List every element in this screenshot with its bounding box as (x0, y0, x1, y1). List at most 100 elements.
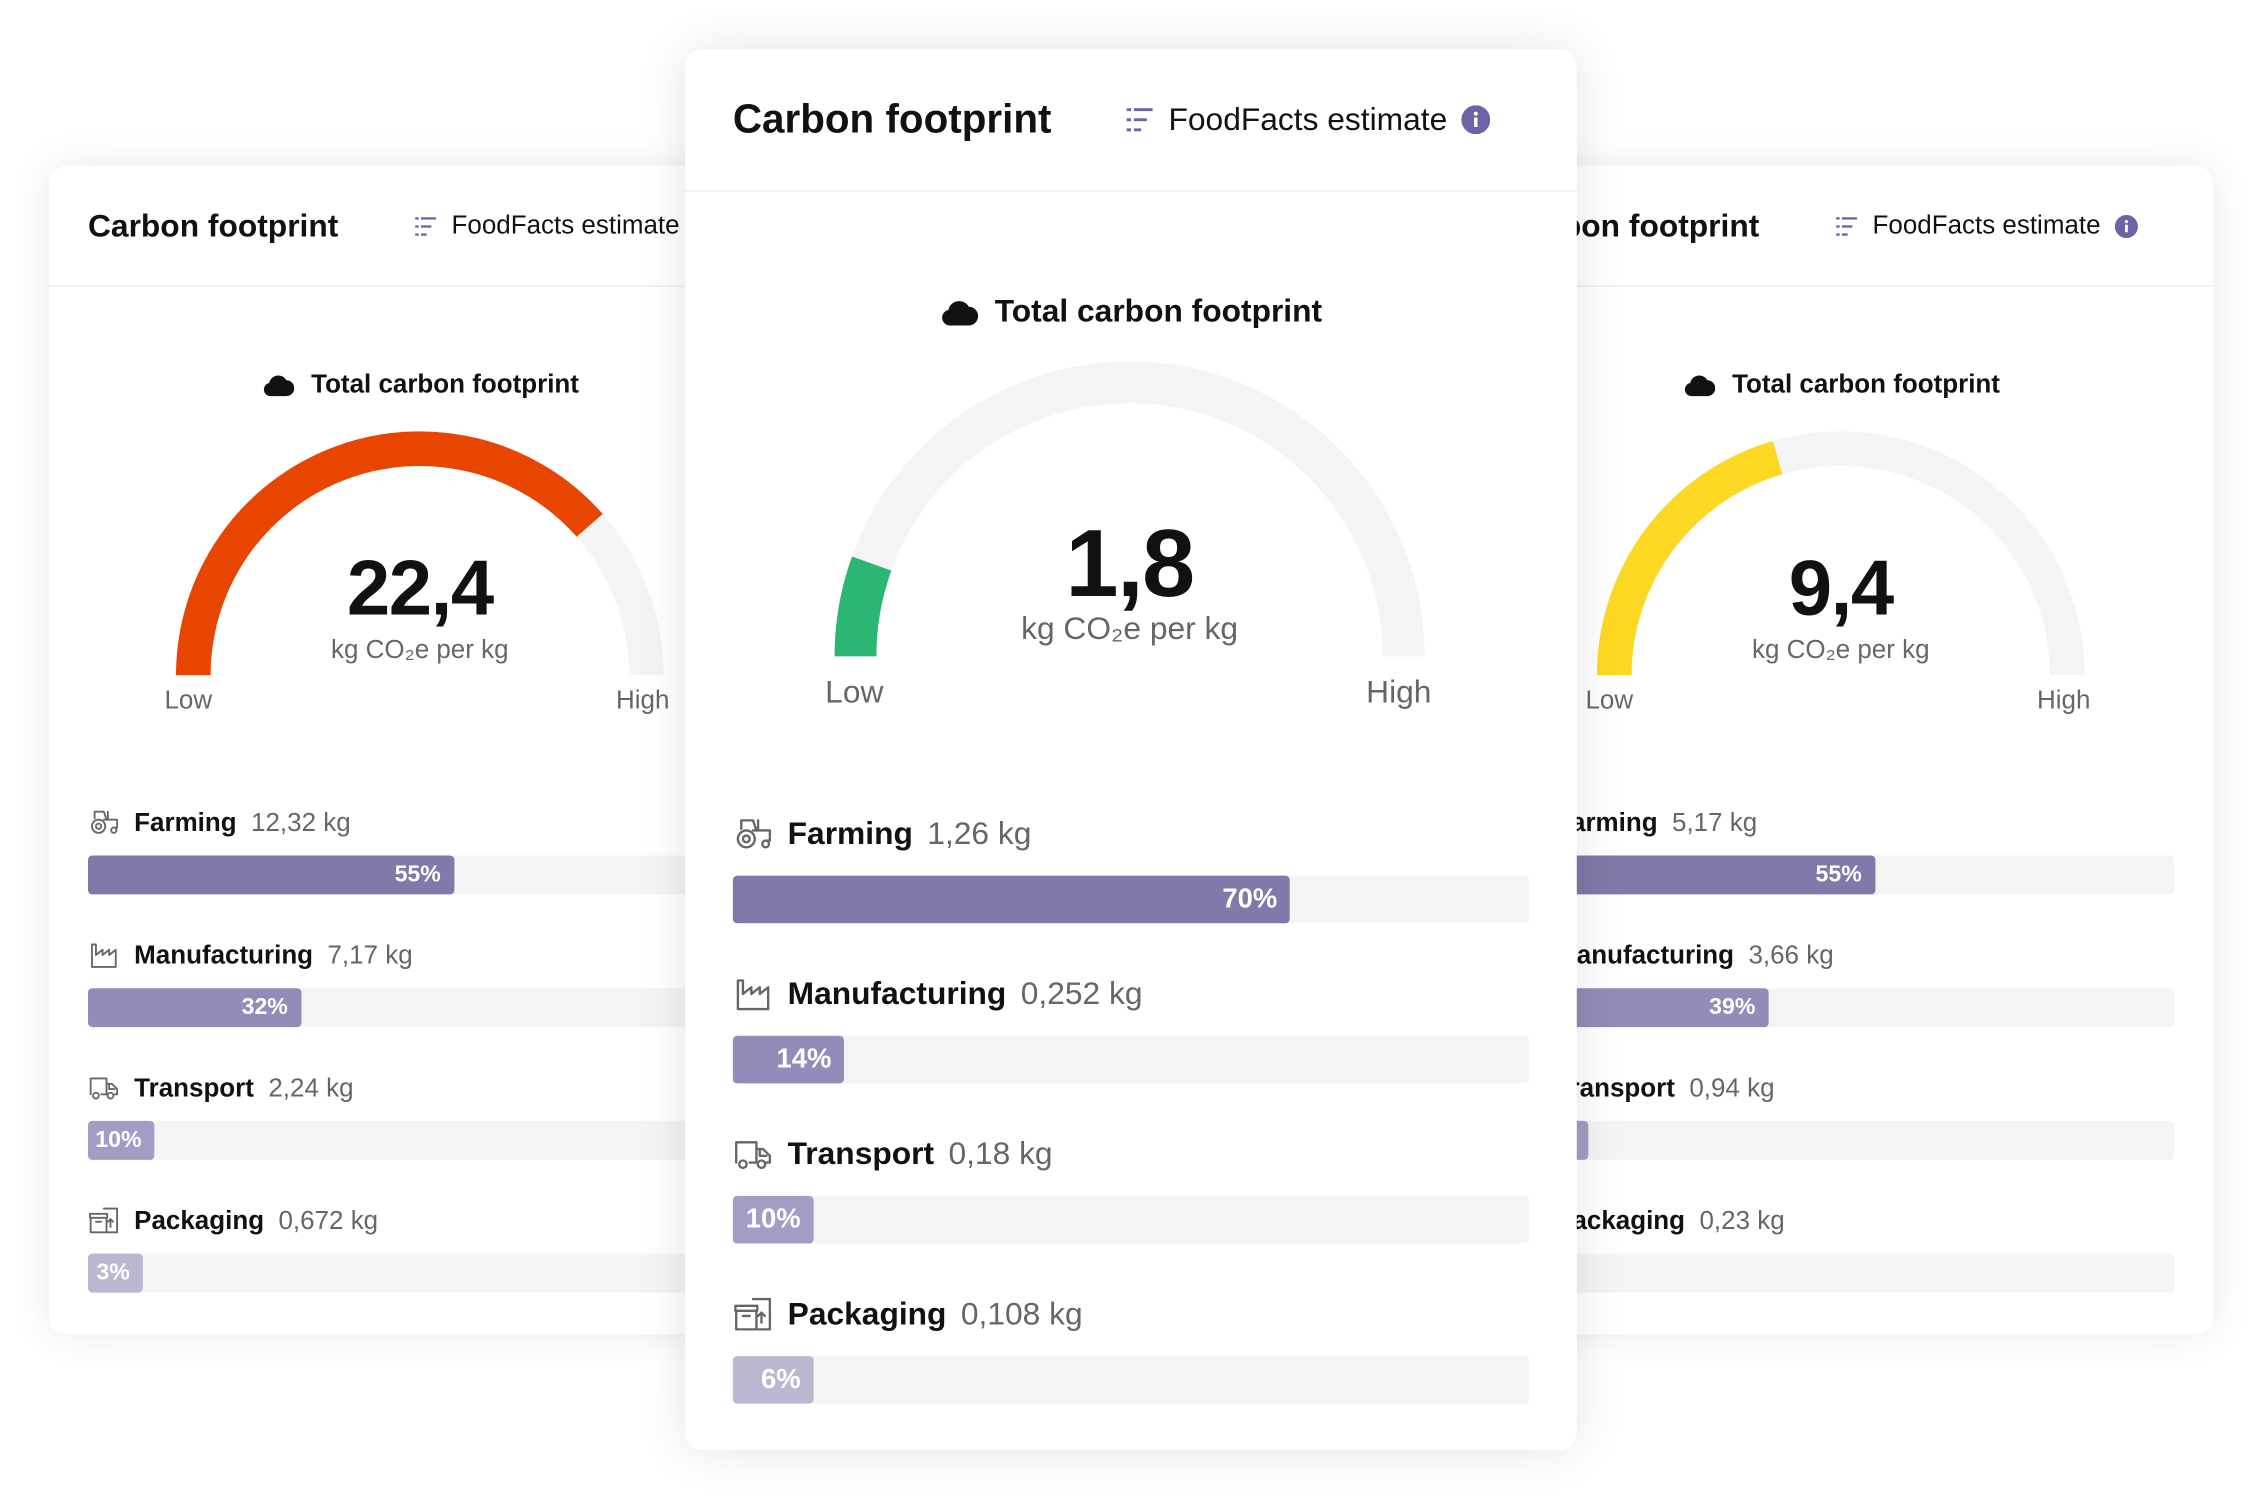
category-amount: 0,23 kg (1699, 1205, 1785, 1235)
total-unit: kg CO₂e per kg (1021, 610, 1239, 647)
total-footprint-heading: Total carbon footprint (685, 293, 1577, 331)
category-name: Manufacturing (1555, 939, 1735, 969)
breakdown-manufacturing: Manufacturing 7,17 kg (88, 939, 413, 971)
percentage-bar: 55% (1508, 855, 2175, 895)
filter-list-icon (1126, 108, 1153, 132)
cloud-icon (941, 300, 978, 325)
gauge-fill (175, 431, 603, 676)
breakdown-packaging: Packaging 0,672 kg (88, 1205, 378, 1237)
card-title: Carbon footprint (732, 96, 1052, 142)
category-amount: 0,94 kg (1689, 1072, 1775, 1102)
tractor-icon (736, 819, 772, 849)
category-amount: 7,17 kg (327, 939, 413, 969)
category-amount: 0,672 kg (278, 1205, 379, 1235)
total-label: Total carbon footprint (994, 292, 1323, 329)
gauge-low-label: Low (825, 673, 884, 710)
category-amount: 3,66 kg (1748, 939, 1834, 969)
category-name: Packaging (134, 1205, 265, 1235)
total-unit: kg CO₂e per kg (1752, 634, 1930, 664)
total-footprint-heading: Total carbon footprint (49, 369, 792, 399)
category-name: Transport (134, 1072, 254, 1102)
percentage-bar: 70% (732, 875, 1530, 924)
gauge-low-label: Low (164, 685, 213, 715)
total-value: 22,4 (346, 545, 494, 632)
card-header: Carbon footprint FoodFacts estimate (49, 166, 792, 288)
breakdown-farming: Farming 12,32 kg (88, 806, 351, 838)
category-name: Transport (787, 1135, 935, 1172)
carbon-card-left: Carbon footprint FoodFacts estimate Tota… (49, 165, 792, 1335)
breakdown-transport: Transport 0,18 kg (733, 1134, 1053, 1174)
category-amount: 5,17 kg (1672, 807, 1758, 836)
tractor-icon (91, 810, 119, 834)
percentage-bar (1508, 1253, 2175, 1293)
card-title: Carbon footprint (87, 207, 339, 244)
percentage-fill: 70% (732, 875, 1291, 924)
category-name: Packaging (1555, 1205, 1686, 1235)
cloud-icon (263, 375, 294, 396)
footprint-gauge (1596, 431, 2085, 676)
filter-list-icon (415, 216, 436, 236)
total-label: Total carbon footprint (1732, 369, 2000, 399)
estimate-label: FoodFacts estimate (451, 210, 680, 240)
total-unit: kg CO₂e per kg (331, 634, 509, 664)
percentage-bar: 32% (87, 988, 754, 1028)
truck-icon (89, 1077, 119, 1100)
estimate-label: FoodFacts estimate (1168, 100, 1448, 138)
category-amount: 0,108 kg (960, 1295, 1083, 1332)
breakdown-transport: Transport 2,24 kg (88, 1072, 354, 1104)
info-icon[interactable] (2114, 214, 2139, 238)
category-name: Farming (787, 815, 913, 852)
total-value: 1,8 (1065, 509, 1195, 616)
estimate-source[interactable]: FoodFacts estimate (1835, 211, 2152, 241)
percentage-bar: 3% (87, 1253, 754, 1293)
info-icon[interactable] (1461, 105, 1491, 135)
percentage-fill: 32% (87, 988, 301, 1028)
percentage-fill: 55% (87, 855, 454, 895)
percentage-fill: 10% (732, 1195, 814, 1244)
filter-list-icon (1836, 216, 1857, 236)
percentage-fill: 10% (87, 1120, 155, 1160)
factory-icon (736, 979, 770, 1011)
gauge-fill (834, 556, 892, 657)
percentage-bar: 10% (732, 1195, 1530, 1244)
breakdown-manufacturing: Manufacturing 0,252 kg (733, 974, 1143, 1014)
breakdown-manufacturing: Manufacturing 3,66 kg (1509, 939, 1834, 971)
breakdown-packaging: Packaging 0,23 kg (1509, 1205, 1785, 1237)
gauge-high-label: High (615, 685, 670, 715)
percentage-bar: 39% (1508, 988, 2175, 1028)
percentage-bar: 10% (87, 1120, 754, 1160)
percentage-bar: 55% (87, 855, 754, 895)
percentage-bar: 14% (732, 1035, 1530, 1084)
carbon-card-right: Carbon footprint FoodFacts estimate Tota… (1470, 165, 2213, 1335)
breakdown-farming: Farming 1,26 kg (733, 814, 1032, 854)
category-name: Packaging (787, 1295, 947, 1332)
total-value: 9,4 (1788, 545, 1894, 632)
category-amount: 0,18 kg (948, 1135, 1053, 1172)
percentage-fill: 3% (87, 1253, 143, 1293)
total-label: Total carbon footprint (311, 369, 579, 399)
category-name: Farming (134, 807, 237, 836)
gauge-fill (1596, 441, 1783, 676)
factory-icon (91, 943, 117, 968)
truck-icon (735, 1141, 772, 1170)
gauge-track (834, 361, 1425, 657)
footprint-gauge (175, 431, 664, 676)
breakdown-packaging: Packaging 0,108 kg (733, 1294, 1083, 1334)
percentage-fill: 14% (732, 1035, 845, 1084)
category-amount: 2,24 kg (268, 1072, 354, 1102)
category-name: Manufacturing (787, 975, 1007, 1012)
gauge-low-label: Low (1585, 685, 1634, 715)
percentage-bar: 6% (732, 1356, 1530, 1404)
category-amount: 12,32 kg (251, 807, 351, 836)
estimate-source[interactable]: FoodFacts estimate (1125, 101, 1505, 139)
percentage-fill: 6% (732, 1356, 814, 1404)
gauge-high-label: High (1366, 673, 1432, 710)
cloud-icon (1684, 375, 1715, 396)
category-amount: 1,26 kg (927, 815, 1032, 852)
package-icon (89, 1207, 119, 1234)
carbon-card-main: Carbon footprint FoodFacts estimate Tota… (685, 49, 1577, 1450)
estimate-label: FoodFacts estimate (1872, 210, 2101, 240)
card-header: Carbon footprint FoodFacts estimate (685, 49, 1577, 192)
gauge-high-label: High (2036, 685, 2091, 715)
